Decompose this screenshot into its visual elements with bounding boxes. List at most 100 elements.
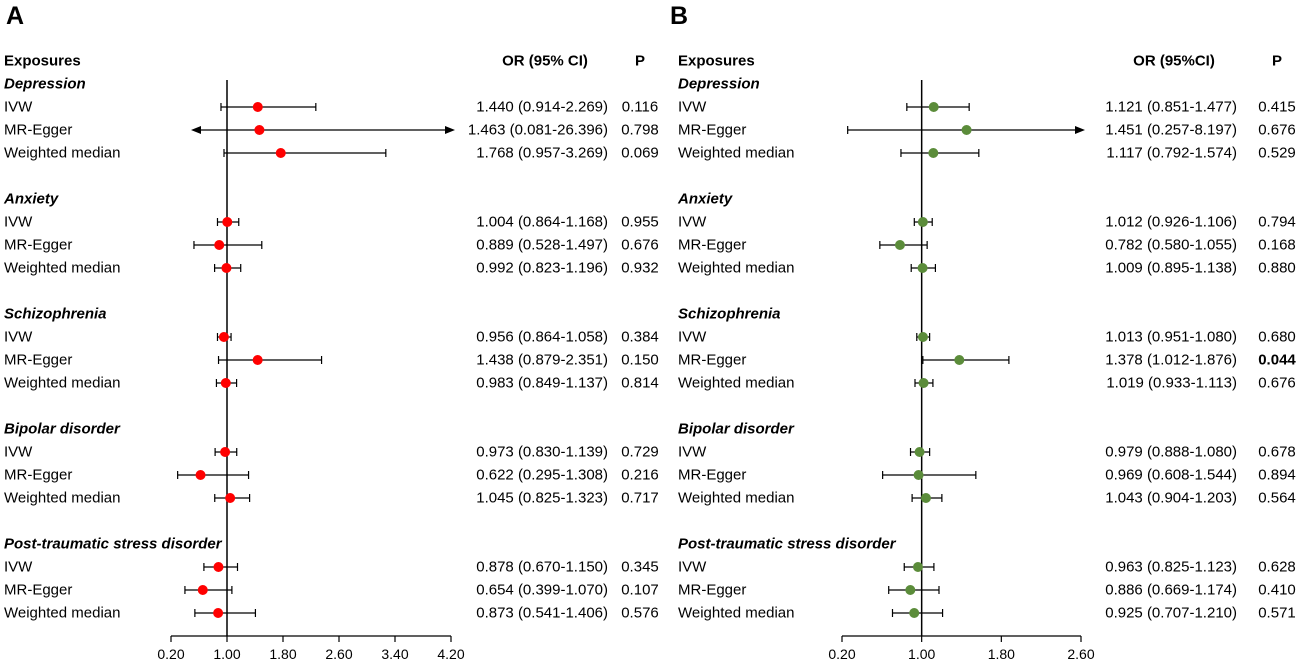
- point-estimate: [197, 585, 208, 595]
- p-value: 0.069: [621, 145, 659, 162]
- x-tick-label: 2.60: [325, 646, 352, 661]
- p-value: 0.678: [1258, 444, 1296, 461]
- p-value: 0.410: [1258, 582, 1296, 599]
- or-ci-value: 1.009 (0.895-1.138): [1105, 260, 1237, 277]
- method-label: Weighted median: [678, 375, 794, 392]
- method-label: IVW: [4, 99, 33, 116]
- method-label: IVW: [4, 329, 33, 346]
- p-value: 0.576: [621, 605, 659, 622]
- or-ci-value: 1.438 (0.879-2.351): [476, 352, 608, 369]
- or-ci-value: 1.451 (0.257-8.197): [1105, 122, 1237, 139]
- panel-label: B: [670, 2, 688, 30]
- or-ci-header: OR (95% CI): [502, 53, 588, 70]
- point-estimate: [917, 332, 928, 342]
- point-estimate: [220, 378, 231, 388]
- point-estimate: [252, 355, 263, 365]
- group-title: Anxiety: [3, 191, 59, 208]
- group-title: Post-traumatic stress disorder: [4, 536, 223, 553]
- p-value: 0.794: [1258, 214, 1296, 231]
- method-label: MR-Egger: [678, 352, 746, 369]
- point-estimate: [254, 125, 265, 135]
- x-tick-label: 0.20: [828, 646, 855, 661]
- group-title: Depression: [4, 76, 86, 93]
- group-title: Bipolar disorder: [678, 421, 795, 438]
- method-label: Weighted median: [4, 260, 120, 277]
- point-estimate: [909, 608, 920, 618]
- method-label: MR-Egger: [4, 467, 72, 484]
- or-ci-value: 1.013 (0.951-1.080): [1105, 329, 1237, 346]
- or-ci-value: 0.889 (0.528-1.497): [476, 237, 608, 254]
- method-label: IVW: [678, 329, 707, 346]
- forest-panel-a: A Exposures OR (95% CI) P 0.20 1.00 1.80 2.60 3.…: [3, 2, 659, 661]
- point-estimate: [218, 332, 229, 342]
- group-title: Anxiety: [677, 191, 733, 208]
- p-value: 0.955: [621, 214, 659, 231]
- method-label: MR-Egger: [4, 352, 72, 369]
- or-ci-value: 1.012 (0.926-1.106): [1105, 214, 1237, 231]
- x-tick-label: 1.00: [213, 646, 240, 661]
- x-tick-label: 4.20: [437, 646, 464, 661]
- or-ci-value: 1.121 (0.851-1.477): [1105, 99, 1237, 116]
- x-tick-label: 0.20: [157, 646, 184, 661]
- method-label: Weighted median: [4, 605, 120, 622]
- method-label: IVW: [4, 444, 33, 461]
- point-estimate: [918, 378, 929, 388]
- p-value: 0.676: [1258, 122, 1296, 139]
- method-label: Weighted median: [678, 260, 794, 277]
- group-title: Schizophrenia: [678, 306, 781, 323]
- p-value: 0.932: [621, 260, 659, 277]
- or-ci-value: 1.043 (0.904-1.203): [1105, 490, 1237, 507]
- group-title: Post-traumatic stress disorder: [678, 536, 897, 553]
- or-ci-value: 0.973 (0.830-1.139): [476, 444, 608, 461]
- method-label: Weighted median: [4, 490, 120, 507]
- or-ci-value: 1.045 (0.825-1.323): [476, 490, 608, 507]
- or-ci-value: 1.378 (1.012-1.876): [1105, 352, 1237, 369]
- method-label: Weighted median: [4, 375, 120, 392]
- p-value: 0.894: [1258, 467, 1296, 484]
- or-ci-value: 1.019 (0.933-1.113): [1106, 375, 1237, 392]
- or-ci-value: 0.622 (0.295-1.308): [476, 467, 608, 484]
- x-tick-label: 1.80: [269, 646, 296, 661]
- method-label: MR-Egger: [4, 237, 72, 254]
- or-ci-value: 0.956 (0.864-1.058): [476, 329, 608, 346]
- point-estimate: [920, 493, 931, 503]
- p-value: 0.680: [1258, 329, 1296, 346]
- p-value: 0.150: [621, 352, 659, 369]
- p-value: 0.880: [1258, 260, 1296, 277]
- p-value-header: P: [635, 53, 645, 70]
- method-label: MR-Egger: [678, 122, 746, 139]
- p-value: 0.717: [621, 490, 659, 507]
- x-tick-label: 2.60: [1067, 646, 1094, 661]
- or-ci-value: 0.969 (0.608-1.544): [1105, 467, 1237, 484]
- p-value: 0.107: [621, 582, 659, 599]
- point-estimate: [954, 355, 965, 365]
- point-estimate: [275, 148, 286, 158]
- method-label: MR-Egger: [4, 122, 72, 139]
- group-title: Bipolar disorder: [4, 421, 121, 438]
- point-estimate: [252, 102, 263, 112]
- point-estimate: [912, 562, 923, 572]
- p-value: 0.571: [1258, 605, 1296, 622]
- p-value: 0.384: [621, 329, 659, 346]
- ci-arrow-right: [445, 126, 455, 134]
- exposures-header: Exposures: [678, 53, 755, 70]
- forest-panel-b: B Exposures OR (95%CI) P 0.20 1.00 1.80 2.60 Dep…: [670, 2, 1296, 661]
- ci-arrow-right: [1075, 126, 1085, 134]
- p-value: 0.415: [1258, 99, 1296, 116]
- or-ci-value: 0.782 (0.580-1.055): [1105, 237, 1237, 254]
- point-estimate: [225, 493, 236, 503]
- p-value: 0.529: [1258, 145, 1296, 162]
- method-label: Weighted median: [678, 145, 794, 162]
- point-estimate: [913, 470, 924, 480]
- point-estimate: [221, 263, 232, 273]
- p-value: 0.676: [621, 237, 659, 254]
- or-ci-value: 0.886 (0.669-1.174): [1105, 582, 1237, 599]
- or-ci-value: 1.463 (0.081-26.396): [468, 122, 608, 139]
- p-value: 0.676: [1258, 375, 1296, 392]
- method-label: IVW: [4, 214, 33, 231]
- point-estimate: [214, 240, 225, 250]
- group-title: Schizophrenia: [4, 306, 107, 323]
- p-value: 0.814: [621, 375, 659, 392]
- method-label: IVW: [678, 99, 707, 116]
- point-estimate: [222, 217, 233, 227]
